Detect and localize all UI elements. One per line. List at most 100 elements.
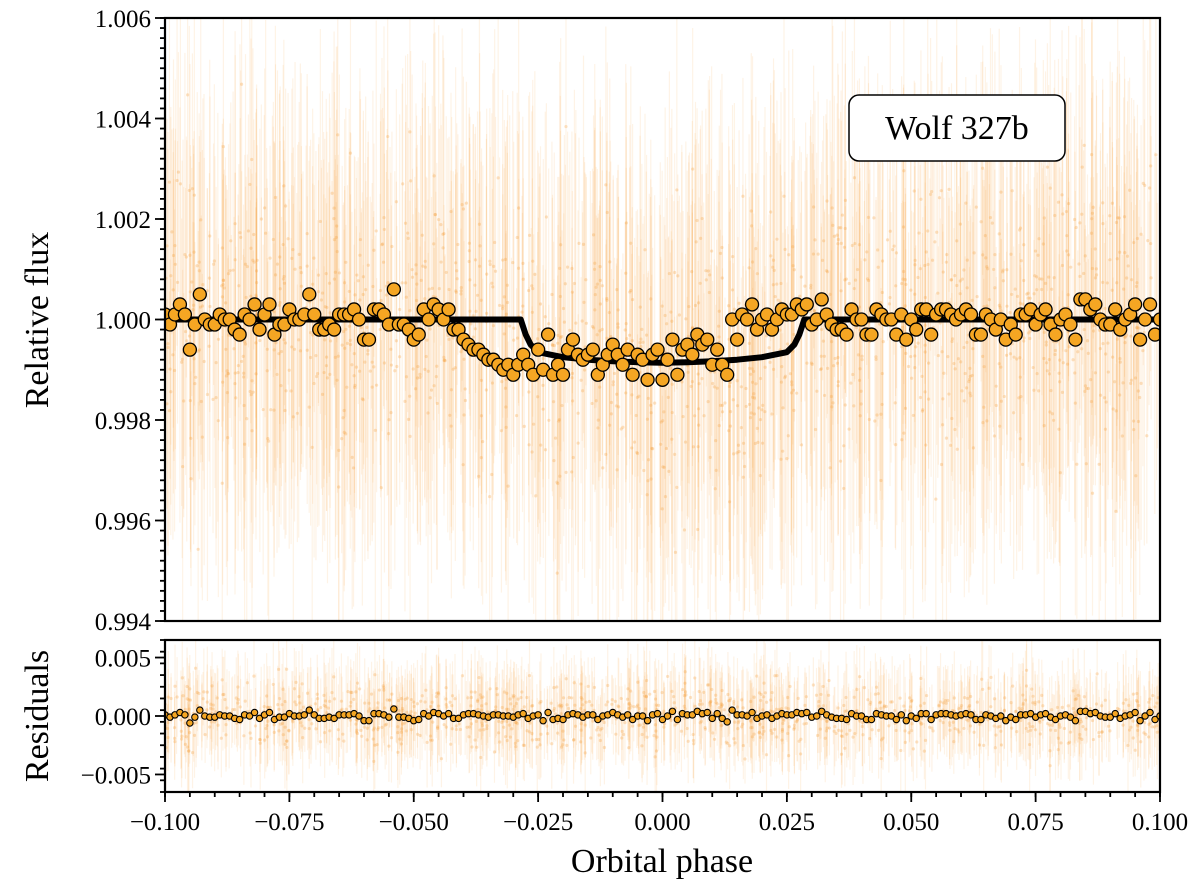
raw-point bbox=[192, 250, 196, 254]
binned-flux-point bbox=[670, 367, 685, 382]
raw-point bbox=[352, 697, 356, 701]
raw-point bbox=[900, 281, 904, 286]
raw-point bbox=[577, 241, 581, 245]
raw-point bbox=[252, 674, 256, 678]
raw-point bbox=[625, 336, 629, 341]
raw-point bbox=[352, 385, 357, 389]
raw-point bbox=[431, 294, 436, 299]
raw-point bbox=[1028, 296, 1032, 300]
raw-point bbox=[999, 365, 1003, 369]
raw-point bbox=[399, 697, 403, 701]
raw-point bbox=[514, 744, 518, 749]
raw-point bbox=[521, 261, 525, 266]
raw-point bbox=[496, 176, 500, 180]
raw-point bbox=[830, 340, 834, 344]
raw-point bbox=[192, 193, 196, 197]
raw-point bbox=[981, 354, 985, 358]
raw-point bbox=[173, 262, 177, 266]
raw-point bbox=[1118, 357, 1122, 361]
raw-point bbox=[359, 325, 363, 330]
raw-point bbox=[984, 256, 988, 260]
raw-point bbox=[332, 217, 336, 221]
raw-point bbox=[454, 289, 458, 293]
raw-point bbox=[752, 392, 756, 396]
raw-point bbox=[216, 419, 220, 423]
raw-point bbox=[880, 402, 884, 407]
raw-point bbox=[763, 365, 767, 369]
raw-point bbox=[712, 385, 716, 389]
raw-point bbox=[782, 194, 786, 198]
y-tick-label: 1.000 bbox=[95, 308, 151, 335]
raw-point bbox=[463, 387, 467, 391]
raw-point bbox=[1039, 287, 1044, 292]
raw-point bbox=[1106, 370, 1110, 374]
raw-point bbox=[989, 705, 993, 709]
raw-point bbox=[1135, 325, 1139, 329]
raw-point bbox=[1001, 268, 1005, 272]
raw-point bbox=[946, 698, 950, 703]
binned-flux-point bbox=[1048, 327, 1063, 342]
raw-point bbox=[1135, 326, 1139, 330]
raw-point bbox=[430, 700, 434, 704]
binned-flux-point bbox=[1127, 297, 1143, 312]
raw-point bbox=[396, 698, 401, 703]
raw-point bbox=[790, 383, 794, 387]
raw-point bbox=[455, 277, 459, 281]
raw-point bbox=[1124, 333, 1129, 337]
raw-point bbox=[556, 341, 560, 345]
raw-point bbox=[318, 740, 323, 744]
raw-point bbox=[1038, 277, 1042, 281]
raw-point bbox=[408, 434, 412, 439]
raw-point bbox=[171, 288, 175, 292]
raw-point bbox=[741, 194, 745, 198]
raw-point bbox=[760, 441, 765, 445]
raw-point bbox=[354, 690, 358, 694]
raw-point bbox=[836, 706, 840, 710]
raw-point bbox=[214, 361, 218, 365]
raw-point bbox=[1022, 278, 1026, 283]
raw-point bbox=[779, 707, 784, 711]
raw-point bbox=[500, 720, 504, 724]
raw-point bbox=[556, 481, 560, 486]
raw-point bbox=[826, 366, 830, 371]
raw-point bbox=[859, 402, 863, 406]
raw-point bbox=[236, 371, 240, 375]
raw-point bbox=[1090, 217, 1094, 221]
raw-point bbox=[232, 347, 236, 351]
raw-point bbox=[516, 266, 521, 270]
raw-point bbox=[727, 384, 732, 388]
raw-point bbox=[522, 424, 526, 428]
raw-point bbox=[1090, 211, 1095, 215]
raw-point bbox=[1017, 396, 1021, 400]
binned-flux-point bbox=[1108, 302, 1123, 317]
binned-flux-point bbox=[739, 312, 755, 327]
raw-point bbox=[1083, 384, 1088, 388]
binned-flux-point bbox=[386, 282, 402, 297]
raw-point bbox=[843, 403, 847, 407]
raw-point bbox=[660, 507, 664, 511]
raw-point bbox=[427, 287, 431, 291]
raw-point bbox=[350, 363, 354, 367]
raw-point bbox=[474, 309, 478, 313]
raw-point bbox=[1022, 339, 1026, 343]
raw-point bbox=[281, 277, 285, 281]
raw-point bbox=[1125, 276, 1129, 280]
raw-point bbox=[853, 731, 857, 736]
raw-point bbox=[221, 144, 225, 149]
raw-point bbox=[572, 281, 577, 286]
raw-point bbox=[685, 404, 689, 409]
raw-point bbox=[791, 388, 796, 392]
raw-point bbox=[547, 322, 551, 326]
planet-label-box: Wolf 327b bbox=[848, 94, 1066, 162]
raw-point bbox=[1127, 188, 1132, 192]
raw-point bbox=[559, 745, 564, 749]
raw-point bbox=[638, 305, 642, 309]
raw-point bbox=[669, 718, 673, 722]
raw-point bbox=[365, 738, 369, 742]
binned-flux-point bbox=[655, 372, 670, 387]
raw-point bbox=[484, 388, 488, 392]
raw-point bbox=[287, 729, 291, 733]
raw-point bbox=[493, 269, 498, 273]
raw-point bbox=[248, 731, 252, 735]
raw-point bbox=[554, 712, 558, 716]
